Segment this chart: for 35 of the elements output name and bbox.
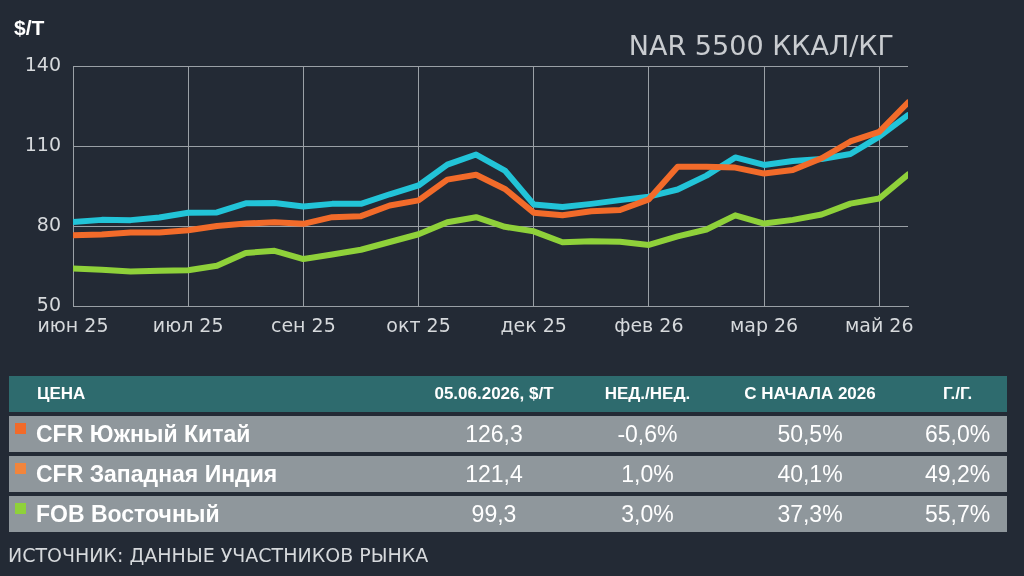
category-label: FOB Восточный	[36, 500, 220, 527]
y-tick-label: 140	[24, 52, 61, 75]
category-label: Г./Г.	[908, 376, 1007, 412]
text: ИСТОЧНИК: ДАННЫЕ УЧАСТНИКОВ РЫНКА	[8, 544, 429, 566]
chart-title: NAR 5500 ККАЛ/КГ	[628, 30, 894, 61]
x-tick-label: дек 25	[500, 314, 567, 337]
category-label: CFR Западная Индия	[36, 460, 278, 487]
text: 1,0%	[621, 460, 674, 487]
text: 121,4	[465, 460, 523, 487]
x-tick-label: июл 25	[152, 314, 224, 337]
text: 37,3%	[777, 500, 843, 527]
y-axis-title: $/Т	[14, 16, 45, 40]
text: 55,7%	[924, 500, 991, 527]
category-label: С НАЧАЛА 2026	[711, 376, 909, 412]
x-tick-label: фев 26	[614, 314, 684, 337]
x-tick-label: окт 25	[386, 314, 451, 337]
y-tick-label: 50	[36, 292, 61, 315]
text: 50,5%	[777, 420, 843, 447]
y-tick-label: 80	[36, 212, 61, 235]
text: 126,3	[465, 420, 523, 447]
text: 40,1%	[777, 460, 843, 487]
y-tick-label: 110	[24, 132, 61, 155]
text: 99,3	[471, 500, 517, 527]
category-label: CFR Южный Китай	[36, 420, 251, 447]
x-tick-label: сен 25	[270, 314, 336, 337]
x-tick-label: мар 26	[729, 314, 799, 337]
text: -0,6%	[617, 420, 678, 447]
category-label: НЕД./НЕД.	[583, 376, 712, 412]
category-label: ЦЕНА	[9, 376, 405, 412]
text: 49,2%	[924, 460, 991, 487]
x-tick-label: июн 25	[37, 314, 109, 337]
x-tick-label: май 26	[844, 314, 914, 337]
text: 3,0%	[621, 500, 674, 527]
category-label: 05.06.2026, $/Т	[404, 376, 584, 412]
text: 65,0%	[924, 420, 991, 447]
